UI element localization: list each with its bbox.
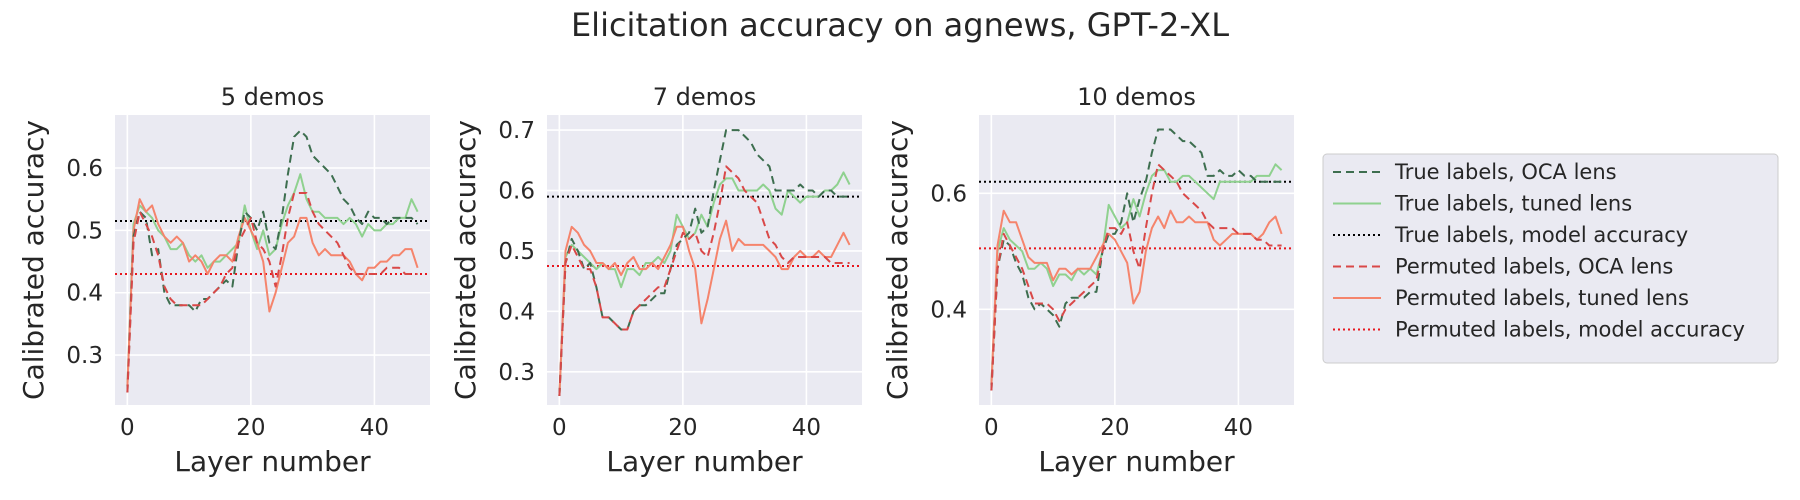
x-tick-label: 40: [360, 415, 389, 441]
legend-entry: Permuted labels, model accuracy: [1333, 318, 1745, 342]
y-tick-label: 0.5: [498, 239, 535, 265]
x-tick-label: 0: [120, 415, 135, 441]
panel-title: 7 demos: [653, 83, 756, 111]
series-line-true-labels-oca-lens: [126, 129, 419, 393]
y-tick-label: 0.4: [498, 299, 535, 325]
plot-lines: [547, 129, 862, 396]
plot-area: [115, 115, 430, 405]
chart-panel-2: 0 20 40 0.3 0.4 0.5 0.6 0.7 7 demos Layer number C…: [449, 83, 862, 478]
panel-title: 10 demos: [1077, 83, 1196, 111]
x-tick-label: 20: [1100, 415, 1129, 441]
legend-label: True labels, OCA lens: [1394, 160, 1617, 184]
chart-panel-1: 0 20 40 0.3 0.4 0.5 0.6 5 demos Layer number Cali…: [17, 83, 430, 478]
y-axis-label: Calibrated accuracy: [881, 120, 914, 400]
series-line-permuted-labels-tuned-lens: [126, 198, 419, 387]
y-tick-label: 0.6: [930, 181, 967, 207]
x-tick-label: 20: [236, 415, 265, 441]
figure-title: Elicitation accuracy on agnews, GPT-2-XL: [571, 6, 1229, 44]
y-tick-label: 0.3: [66, 343, 103, 369]
y-tick-label: 0.4: [930, 297, 967, 323]
legend-label: True labels, tuned lens: [1394, 192, 1632, 216]
legend-label: Permuted labels, OCA lens: [1395, 255, 1673, 279]
series-line-permuted-labels-tuned-lens: [990, 209, 1283, 385]
plot-area: [547, 115, 862, 405]
x-tick-label: 20: [668, 415, 697, 441]
y-axis-label: Calibrated accuracy: [17, 120, 50, 400]
y-tick-label: 0.3: [498, 360, 535, 386]
x-axis-label: Layer number: [174, 445, 371, 478]
legend: True labels, OCA lens True labels, tuned …: [1322, 153, 1779, 364]
series-line-permuted-labels-oca-lens: [990, 163, 1282, 391]
series-line-permuted-labels-oca-lens: [558, 165, 850, 396]
legend-entry: True labels, OCA lens: [1333, 160, 1617, 184]
plot-lines: [979, 128, 1294, 391]
x-axis-label: Layer number: [606, 445, 803, 478]
series-line-permuted-labels-tuned-lens: [558, 219, 851, 396]
chart-panel-3: 0 20 40 0.4 0.6 10 demos Layer number Calibrate…: [881, 83, 1294, 478]
x-tick-label: 40: [792, 415, 821, 441]
legend-box: [1322, 153, 1779, 364]
y-tick-label: 0.7: [498, 118, 535, 144]
x-tick-label: 40: [1224, 415, 1253, 441]
x-tick-label: 0: [984, 415, 999, 441]
chart-panels: 0 20 40 0.3 0.4 0.5 0.6 5 demos Layer number Cali…: [17, 83, 1294, 478]
panel-title: 5 demos: [221, 83, 324, 111]
x-axis-label: Layer number: [1038, 445, 1235, 478]
y-tick-label: 0.4: [66, 281, 103, 307]
legend-label: True labels, model accuracy: [1394, 223, 1688, 247]
y-tick-label: 0.5: [66, 218, 103, 244]
plot-lines: [115, 129, 430, 393]
y-axis-label: Calibrated accuracy: [449, 120, 482, 400]
legend-entry: True labels, model accuracy: [1333, 223, 1688, 247]
y-tick-label: 0.6: [66, 156, 103, 182]
series-line-permuted-labels-oca-lens: [126, 192, 418, 393]
x-tick-label: 0: [552, 415, 567, 441]
legend-label: Permuted labels, tuned lens: [1395, 286, 1689, 310]
legend-entry: Permuted labels, OCA lens: [1333, 255, 1673, 279]
legend-label: Permuted labels, model accuracy: [1395, 318, 1745, 342]
y-tick-label: 0.6: [498, 179, 535, 205]
legend-entry: True labels, tuned lens: [1333, 192, 1632, 216]
legend-entry: Permuted labels, tuned lens: [1333, 286, 1689, 310]
series-line-true-labels-tuned-lens: [126, 173, 419, 387]
